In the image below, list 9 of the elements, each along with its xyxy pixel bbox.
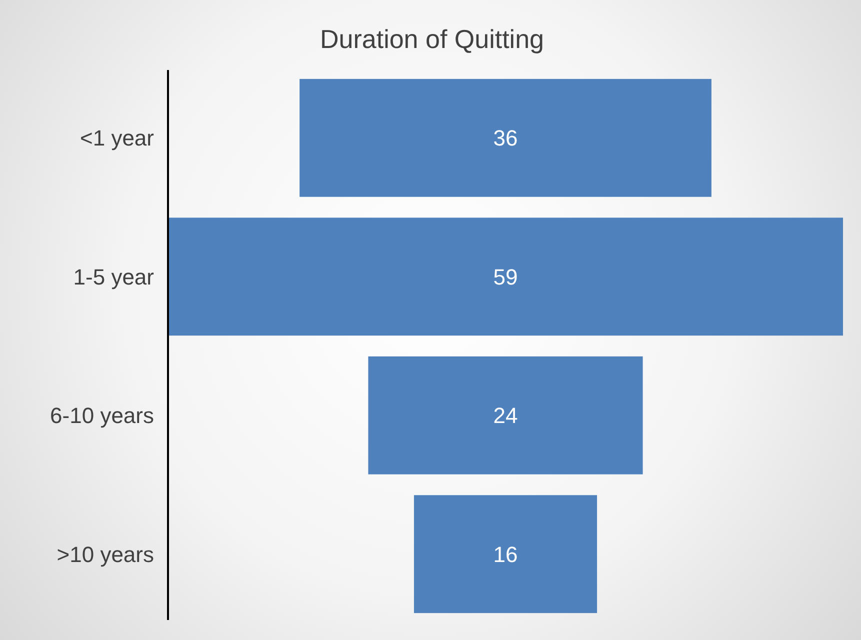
data-label: 59 xyxy=(493,264,518,290)
category-label: 6-10 years xyxy=(50,403,154,428)
data-label: 36 xyxy=(493,126,518,151)
text: Duration of Quitting xyxy=(320,24,544,54)
category-label: 1-5 year xyxy=(73,264,154,290)
data-label: 16 xyxy=(493,542,518,567)
category-label: <1 year xyxy=(80,126,154,151)
category-label: >10 years xyxy=(56,542,154,567)
data-label: 24 xyxy=(493,403,518,428)
